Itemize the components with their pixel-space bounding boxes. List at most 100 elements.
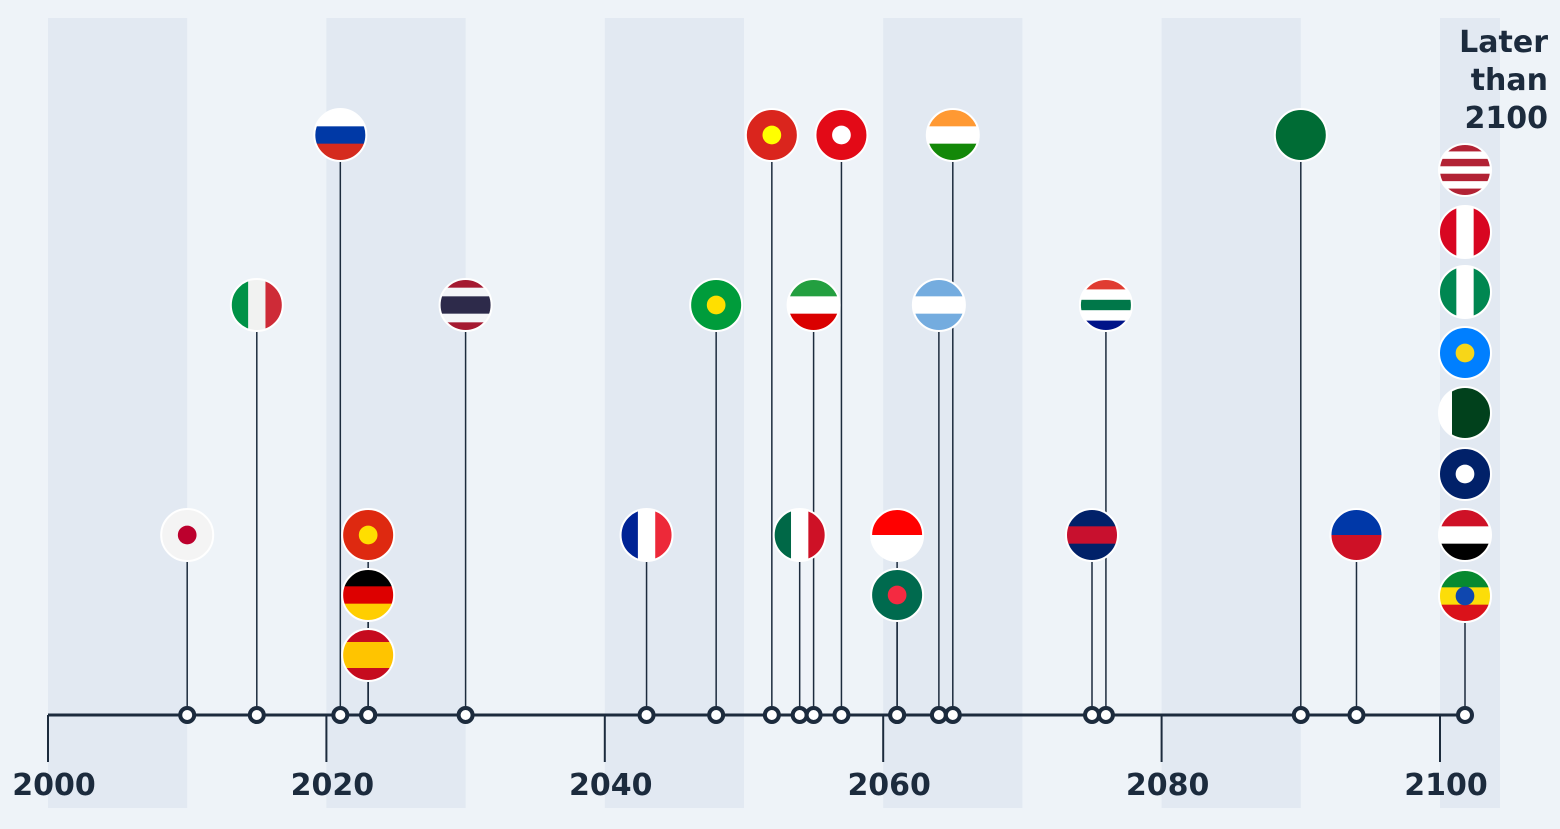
- flag-ring: [313, 108, 368, 162]
- flag-ring: [870, 508, 925, 562]
- flag-ring: [619, 508, 674, 562]
- flag-ring: [229, 278, 284, 332]
- year-marker: [929, 706, 948, 724]
- flag-stripe: [787, 279, 840, 297]
- flag-emblem: [358, 525, 378, 545]
- year-marker: [331, 706, 350, 724]
- flag-stripe: [439, 279, 492, 289]
- flag-ring: [814, 108, 869, 162]
- flag-stripe: [248, 279, 266, 331]
- flag-emblem: [706, 295, 726, 315]
- flag-stripe: [342, 642, 395, 656]
- flag-ring: [1065, 508, 1119, 562]
- flag-emblem: [887, 585, 907, 605]
- flag-stripe: [1079, 289, 1132, 301]
- flag-stripe: [439, 322, 492, 331]
- year-marker: [804, 706, 823, 724]
- flag-ring: [1438, 386, 1492, 440]
- flag-stripe: [1079, 299, 1132, 311]
- flag-stripe: [1439, 181, 1491, 190]
- flag: [745, 109, 798, 161]
- flag: [1079, 279, 1132, 331]
- flag-stripe: [314, 126, 367, 145]
- flag-ring: [1438, 143, 1492, 197]
- flag-stripe: [1456, 206, 1475, 258]
- flag-ring: [744, 108, 799, 162]
- year-marker: [888, 706, 907, 724]
- flag-emblem: [762, 125, 782, 145]
- flag-stripe: [1452, 387, 1466, 439]
- flag-emblem: [1455, 586, 1475, 606]
- flag-stripe: [1439, 144, 1491, 152]
- year-marker: [790, 706, 809, 724]
- flag-stripe: [926, 126, 979, 145]
- band: [604, 18, 744, 808]
- flag-ring: [1329, 508, 1384, 562]
- x-tick-label: 2020: [291, 768, 375, 803]
- flag-stripe: [1066, 509, 1118, 527]
- year-marker: [1291, 706, 1310, 724]
- flag: [1439, 448, 1491, 500]
- flag: [871, 569, 924, 621]
- flag-ring: [689, 278, 744, 332]
- year-marker: [762, 706, 781, 724]
- year-marker: [1096, 706, 1115, 724]
- year-marker: [359, 706, 378, 724]
- flag-stripe: [1330, 535, 1383, 561]
- flag-emblem: [832, 125, 851, 145]
- flag-ring: [1438, 326, 1492, 380]
- year-marker: [943, 706, 962, 724]
- flag: [439, 279, 492, 331]
- flag-stripe: [439, 313, 492, 323]
- year-marker: [1347, 706, 1366, 724]
- flag: [1439, 327, 1491, 379]
- flag-ring: [160, 508, 215, 562]
- band: [1161, 18, 1301, 808]
- flag-ring: [786, 278, 841, 332]
- flag-ring: [1438, 447, 1492, 501]
- flag-ring: [1438, 508, 1492, 562]
- flag-stripe: [230, 279, 249, 331]
- year-marker: [456, 706, 475, 724]
- flag-stripe: [1439, 526, 1491, 545]
- flag-stripe: [342, 655, 395, 669]
- flag: [1439, 144, 1491, 196]
- flag-ring: [1438, 265, 1492, 319]
- flag-stripe: [1439, 166, 1491, 175]
- flag-ring: [438, 278, 493, 332]
- year-marker: [637, 706, 656, 724]
- flag-stripe: [1439, 158, 1491, 167]
- flag-stripe: [439, 296, 492, 306]
- flag-ring: [925, 108, 980, 162]
- flag-stripe: [1456, 266, 1475, 318]
- year-marker: [247, 706, 266, 724]
- flag-emblem: [1455, 464, 1475, 484]
- flag-stripe: [773, 509, 792, 561]
- flag: [342, 509, 395, 561]
- flag-emblem: [1455, 343, 1475, 363]
- flag-stripe: [1079, 320, 1132, 331]
- flag-stripe: [1439, 151, 1491, 160]
- flag-ring: [870, 568, 925, 622]
- flag-stripe: [1439, 173, 1491, 182]
- flag-ring: [341, 628, 396, 682]
- flag: [815, 109, 868, 161]
- x-tick-label: 2000: [12, 768, 96, 803]
- year-marker: [707, 706, 726, 724]
- flag-stripe: [912, 296, 965, 315]
- flag-stripe: [439, 305, 492, 315]
- flag-emblem: [177, 525, 197, 545]
- year-marker: [178, 706, 197, 724]
- flag: [690, 279, 743, 331]
- x-tick-label: 2100: [1404, 768, 1488, 803]
- flag-ring: [1273, 108, 1328, 162]
- year-marker: [1083, 706, 1101, 724]
- flag-stripe: [1330, 509, 1383, 536]
- x-tick-label: 2080: [1126, 768, 1210, 803]
- flag-stripe: [1274, 109, 1327, 161]
- flag-ring: [341, 508, 396, 562]
- flag: [1274, 109, 1327, 161]
- flag-ring: [1438, 205, 1492, 259]
